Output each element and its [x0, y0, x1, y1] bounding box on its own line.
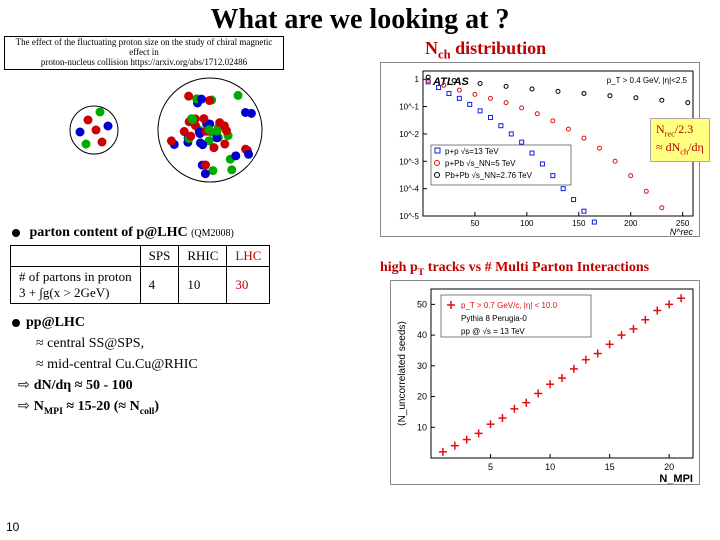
svg-text:ATLAS: ATLAS: [432, 76, 470, 88]
svg-text:100: 100: [520, 219, 534, 228]
svg-text:Pb+Pb √s_NN=2.76 TeV: Pb+Pb √s_NN=2.76 TeV: [445, 171, 533, 180]
svg-text:p+Pb √s_NN=5 TeV: p+Pb √s_NN=5 TeV: [445, 159, 516, 168]
pp-l2: ≈ mid-central Cu.Cu@RHIC: [36, 354, 198, 375]
svg-text:15: 15: [605, 462, 615, 472]
parton-table: SPS RHIC LHC # of partons in proton3 + ∫…: [10, 245, 270, 304]
nch-heading: Nch distribution: [425, 38, 546, 63]
svg-text:10^-1: 10^-1: [399, 103, 419, 112]
svg-text:30: 30: [417, 361, 427, 371]
svg-text:pp @ √s = 13 TeV: pp @ √s = 13 TeV: [461, 327, 525, 336]
svg-text:5: 5: [488, 462, 493, 472]
col-sps: SPS: [140, 246, 179, 267]
citation-box: The effect of the fluctuating proton siz…: [4, 36, 284, 70]
svg-text:10^-2: 10^-2: [399, 130, 419, 139]
arrow-icon: ⇨: [18, 378, 30, 393]
svg-text:N_MPI: N_MPI: [659, 473, 693, 485]
arrow-icon: ⇨: [18, 399, 30, 414]
citation-line1: The effect of the fluctuating proton siz…: [16, 37, 273, 57]
svg-text:50: 50: [470, 219, 479, 228]
high-pt-heading: high pT tracks vs # Multi Parton Interac…: [380, 260, 649, 278]
row-header: # of partons in proton3 + ∫g(x > 2GeV): [11, 267, 141, 304]
bullet-icon: [12, 229, 20, 237]
svg-text:20: 20: [664, 462, 674, 472]
svg-text:10^-3: 10^-3: [399, 157, 419, 166]
pp-l1: ≈ central SS@SPS,: [36, 333, 198, 354]
nucleus-diagram: [30, 70, 290, 190]
pp-head: pp@LHC: [26, 315, 85, 330]
col-rhic: RHIC: [179, 246, 227, 267]
col-lhc: LHC: [227, 246, 270, 267]
pp-l4: NMPI ≈ 15-20 (≈ Ncoll): [34, 399, 159, 414]
bullet-icon: [12, 319, 20, 327]
citation-line2: proton-nucleus collision https://arxiv.o…: [41, 57, 247, 67]
svg-text:p_T > 0.4 GeV, |η|<2.5: p_T > 0.4 GeV, |η|<2.5: [607, 76, 688, 85]
svg-text:Pythia 8 Perugia-0: Pythia 8 Perugia-0: [461, 314, 527, 323]
svg-text:50: 50: [417, 299, 427, 309]
parton-bullet: parton content of p@LHC (QM2008): [12, 225, 234, 241]
val-rhic: 10: [179, 267, 227, 304]
svg-text:1: 1: [415, 75, 420, 84]
svg-text:N^rec: N^rec: [670, 227, 694, 237]
parton-bullet-qm: (QM2008): [191, 228, 234, 239]
mpi-chart: 5 10 15 20 10 20 30 40 50 N_MPI ⟨N_uncorrelated se…: [390, 280, 700, 485]
svg-text:20: 20: [417, 392, 427, 402]
svg-text:⟨N_uncorrelated seeds⟩: ⟨N_uncorrelated seeds⟩: [397, 321, 408, 427]
val-lhc: 30: [227, 267, 270, 304]
svg-text:10: 10: [417, 422, 427, 432]
val-sps: 4: [140, 267, 179, 304]
pp-l3: dN/dη ≈ 50 - 100: [34, 378, 133, 393]
svg-text:p+p √s=13 TeV: p+p √s=13 TeV: [445, 147, 499, 156]
svg-text:200: 200: [624, 219, 638, 228]
page-title: What are we looking at ?: [0, 0, 720, 36]
svg-text:40: 40: [417, 330, 427, 340]
svg-text:p_T > 0.7 GeV/c, |η| < 10.0: p_T > 0.7 GeV/c, |η| < 10.0: [461, 301, 558, 310]
parton-bullet-text: parton content of p@LHC: [30, 225, 188, 240]
svg-text:150: 150: [572, 219, 586, 228]
table-empty: [11, 246, 141, 267]
nrec-annotation: Nrec/2.3 ≈ dNch/dη: [650, 118, 710, 162]
svg-text:10^-5: 10^-5: [399, 212, 419, 221]
svg-text:10^-4: 10^-4: [399, 185, 419, 194]
pp-block: pp@LHC ≈ central SS@SPS, ≈ mid-central C…: [12, 312, 198, 419]
svg-text:10: 10: [545, 462, 555, 472]
page-number: 10: [6, 520, 19, 534]
